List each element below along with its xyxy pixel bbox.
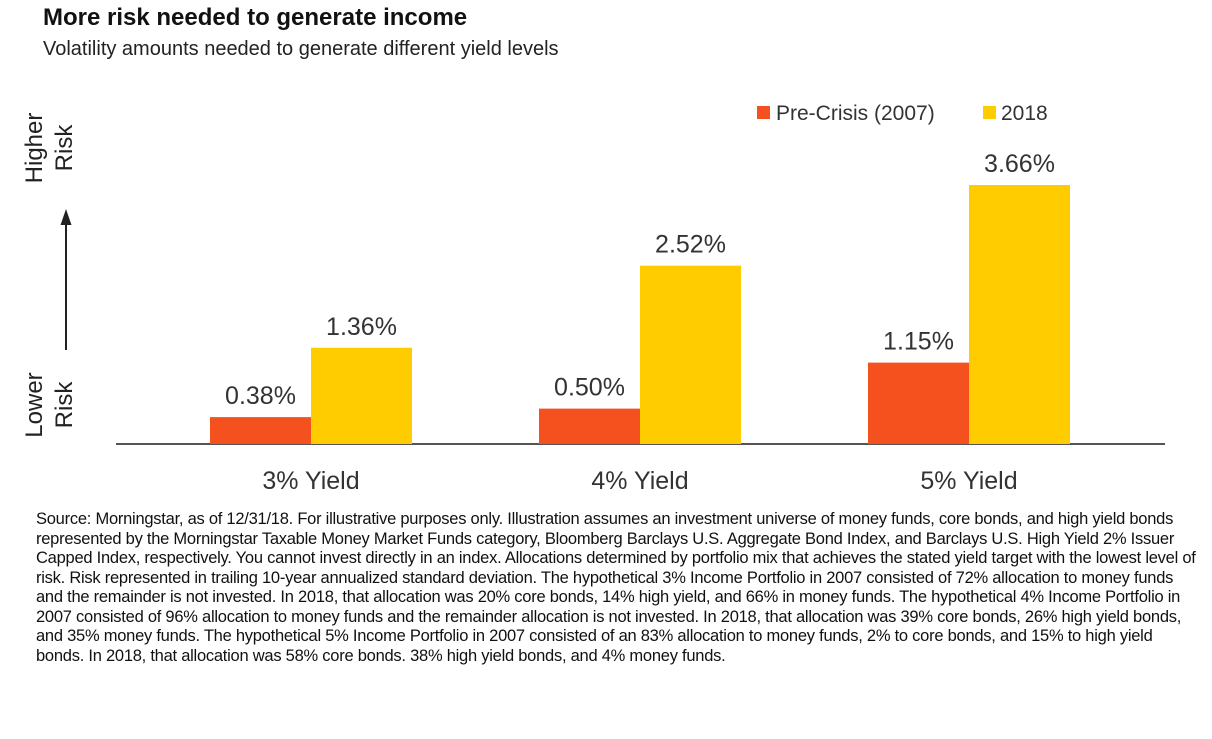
bars-group: 0.38% 1.36% 3% Yield 0.50% 2.52% 4% Yield 1.15… bbox=[210, 150, 1070, 495]
y-axis-label-line: Lower bbox=[21, 372, 48, 437]
x-tick-label: 4% Yield bbox=[591, 467, 688, 495]
bar-pre-crisis-5pct bbox=[868, 362, 969, 444]
legend-label: 2018 bbox=[1001, 102, 1048, 125]
x-tick-label: 3% Yield bbox=[262, 467, 359, 495]
bar-2018-4pct bbox=[640, 265, 741, 444]
data-label: 2.52% bbox=[655, 231, 726, 259]
chart-title: More risk needed to generate income bbox=[43, 4, 468, 31]
y-axis-higher-risk-label: Higher Risk bbox=[21, 113, 78, 184]
y-axis-label-line: Risk bbox=[51, 381, 78, 429]
data-label: 1.15% bbox=[883, 328, 954, 356]
source-footnote: Source: Morningstar, as of 12/31/18. For… bbox=[36, 510, 1196, 665]
x-tick-label: 5% Yield bbox=[920, 467, 1017, 495]
y-axis-arrow-head bbox=[60, 209, 72, 225]
bar-2018-5pct bbox=[969, 185, 1070, 444]
y-axis-label-line: Higher bbox=[21, 113, 48, 184]
bar-2018-3pct bbox=[311, 347, 412, 444]
legend-label: Pre-Crisis (2007) bbox=[776, 102, 935, 125]
legend-swatch bbox=[983, 106, 996, 119]
y-axis-label-line: Risk bbox=[51, 124, 78, 172]
bar-pre-crisis-4pct bbox=[539, 408, 640, 444]
legend-swatch bbox=[757, 106, 770, 119]
y-axis-lower-risk-label: Lower Risk bbox=[21, 372, 78, 437]
data-label: 3.66% bbox=[984, 150, 1055, 178]
data-label: 0.50% bbox=[554, 374, 625, 402]
data-label: 0.38% bbox=[225, 382, 296, 410]
chart-subtitle: Volatility amounts needed to generate di… bbox=[43, 38, 559, 60]
bar-chart: Higher Risk Lower Risk 0.38%1.36%3% Yield0… bbox=[21, 102, 1165, 495]
legend: Pre-Crisis (2007) 2018 bbox=[757, 102, 1048, 125]
bar-pre-crisis-3pct bbox=[210, 417, 311, 444]
data-label: 1.36% bbox=[326, 313, 397, 341]
